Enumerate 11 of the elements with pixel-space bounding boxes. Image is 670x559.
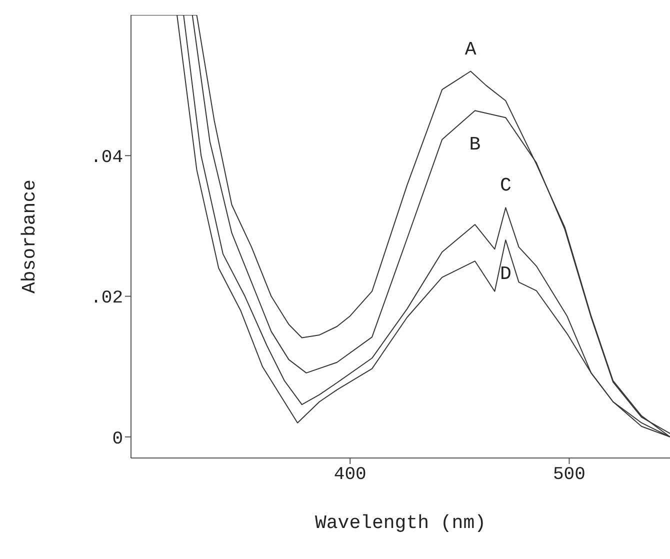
x-tick-label: 500 (553, 464, 586, 485)
series-label: B (469, 134, 481, 156)
series-label: A (464, 38, 477, 60)
y-tick-label: 0 (112, 429, 123, 450)
y-axis-title: Absorbance (18, 179, 41, 294)
x-axis-title: Wavelength (nm) (314, 512, 486, 534)
series-label: C (500, 174, 512, 197)
series-label: D (500, 263, 512, 286)
y-tick-label: .02 (90, 288, 123, 309)
y-tick-label: .04 (90, 148, 123, 168)
x-tick-label: 400 (334, 464, 366, 485)
